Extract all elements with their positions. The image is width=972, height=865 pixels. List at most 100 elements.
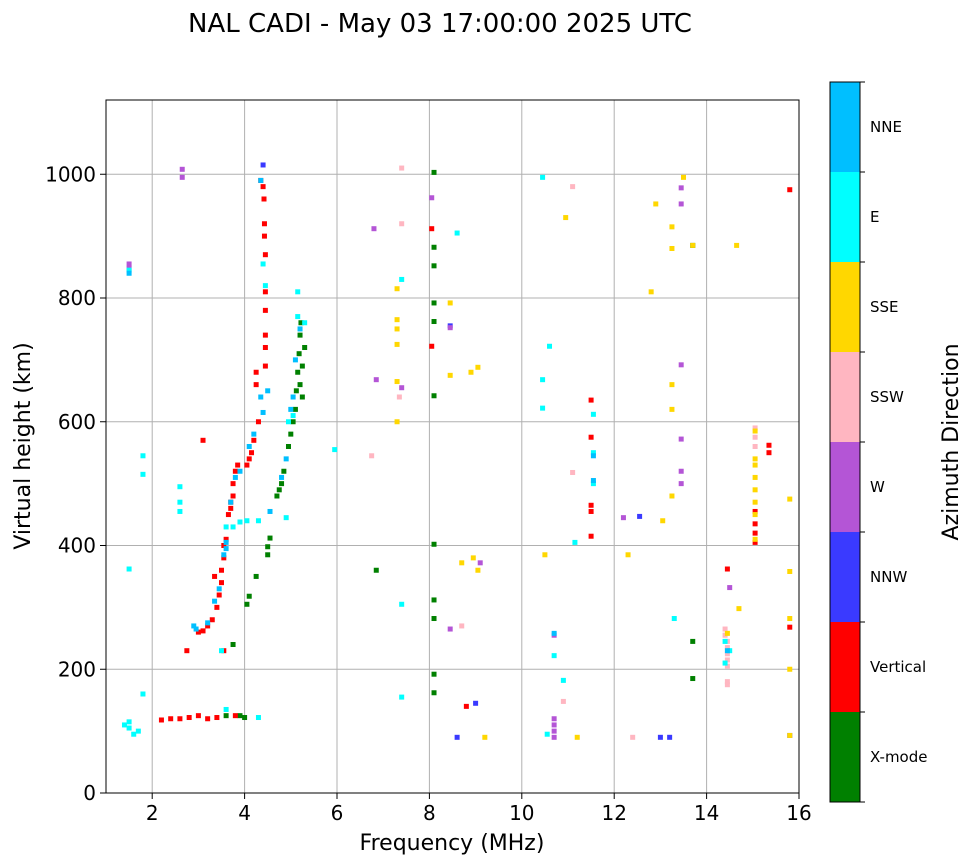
data-point xyxy=(447,325,453,331)
data-point xyxy=(669,406,675,412)
data-point xyxy=(230,493,236,499)
data-point xyxy=(787,624,793,630)
data-point xyxy=(678,436,684,442)
data-point xyxy=(140,453,146,459)
colorbar-tick-label: Vertical xyxy=(870,658,926,676)
data-point xyxy=(126,270,132,276)
colorbar-tick-label: NNE xyxy=(870,118,902,136)
x-tick-label: 10 xyxy=(509,801,534,825)
data-point xyxy=(429,343,435,349)
data-point xyxy=(295,314,301,320)
data-point xyxy=(191,623,197,629)
data-point xyxy=(563,215,569,221)
data-point xyxy=(431,169,437,175)
data-point xyxy=(219,648,224,654)
data-point xyxy=(669,224,675,230)
data-point xyxy=(260,162,266,168)
colorbar-segment xyxy=(830,622,860,712)
x-tick-label: 12 xyxy=(601,801,626,825)
data-point xyxy=(258,177,264,183)
data-point xyxy=(551,722,557,728)
data-point xyxy=(223,713,229,719)
data-point xyxy=(246,593,252,599)
data-point xyxy=(186,715,192,721)
data-point xyxy=(126,719,132,725)
data-point xyxy=(724,648,730,654)
data-point xyxy=(195,629,201,635)
data-point xyxy=(126,725,132,731)
data-point xyxy=(394,419,400,425)
colorbar-tick-label: W xyxy=(870,478,885,496)
data-point xyxy=(463,703,469,709)
data-point xyxy=(429,195,435,201)
data-point xyxy=(722,638,728,644)
data-point xyxy=(373,377,379,383)
data-point xyxy=(168,716,174,722)
data-point xyxy=(262,283,268,289)
data-point xyxy=(276,487,282,493)
data-point xyxy=(570,184,576,190)
data-point xyxy=(285,444,291,449)
data-point xyxy=(787,666,793,672)
data-point xyxy=(235,462,241,468)
colorbar-label: Azimuth Direction xyxy=(939,343,964,540)
data-point xyxy=(540,405,546,411)
data-point xyxy=(399,601,405,607)
data-point xyxy=(274,493,280,499)
x-tick-label: 8 xyxy=(423,801,436,825)
y-tick-label: 200 xyxy=(58,657,96,681)
data-point xyxy=(230,524,236,530)
y-axis: 0 200 400 600 800 1000 xyxy=(45,162,106,805)
data-point xyxy=(177,508,183,514)
data-point xyxy=(283,456,289,462)
data-point xyxy=(251,431,257,437)
data-point xyxy=(200,437,206,443)
data-point xyxy=(590,450,596,456)
data-point xyxy=(298,320,304,326)
data-point xyxy=(297,382,303,388)
data-point xyxy=(205,716,211,722)
data-point xyxy=(221,555,227,561)
x-tick-label: 6 xyxy=(331,801,344,825)
data-point xyxy=(544,731,550,737)
data-point xyxy=(752,512,758,518)
data-point xyxy=(678,468,684,474)
data-point xyxy=(660,518,666,524)
data-point xyxy=(551,653,557,659)
data-point xyxy=(669,493,675,499)
data-point xyxy=(219,580,224,586)
data-point xyxy=(459,560,465,566)
data-point xyxy=(299,363,305,369)
data-point xyxy=(625,552,631,558)
data-point xyxy=(371,226,377,232)
data-point xyxy=(560,698,566,704)
data-point xyxy=(279,481,285,487)
data-point xyxy=(290,413,296,419)
data-point xyxy=(212,598,218,604)
data-point xyxy=(540,174,546,180)
data-point xyxy=(690,638,696,644)
data-point xyxy=(588,397,594,403)
data-point xyxy=(678,185,684,191)
data-point xyxy=(678,481,684,487)
data-point xyxy=(431,616,437,622)
data-point xyxy=(588,434,594,440)
data-point xyxy=(431,541,437,547)
chart-title: NAL CADI - May 03 17:00:00 2025 UTC xyxy=(188,9,692,39)
data-point xyxy=(727,585,733,591)
data-point xyxy=(184,648,190,654)
data-point xyxy=(431,690,437,696)
data-point xyxy=(200,628,206,634)
data-point xyxy=(285,419,291,425)
data-point xyxy=(297,326,303,332)
data-point xyxy=(228,505,234,511)
data-point xyxy=(657,734,663,740)
data-point xyxy=(260,409,266,415)
colorbar-tick-label: X-mode xyxy=(870,748,927,766)
y-tick-label: 1000 xyxy=(45,162,96,186)
data-point xyxy=(126,267,132,273)
colorbar-segment xyxy=(830,262,860,352)
data-point xyxy=(296,351,302,357)
data-point xyxy=(249,450,255,456)
data-point xyxy=(140,471,146,477)
